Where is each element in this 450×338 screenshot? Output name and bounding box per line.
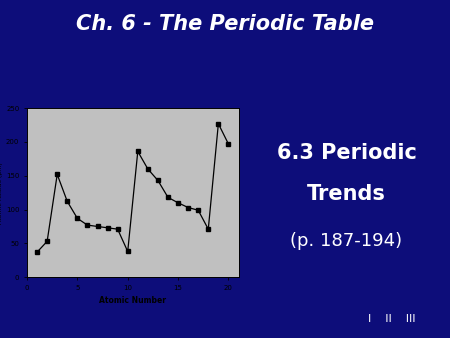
Text: 6.3 Periodic: 6.3 Periodic	[277, 143, 416, 164]
Text: Trends: Trends	[307, 184, 386, 204]
Text: (p. 187-194): (p. 187-194)	[290, 232, 403, 250]
X-axis label: Atomic Number: Atomic Number	[99, 296, 166, 305]
Text: Ch. 6 - The Periodic Table: Ch. 6 - The Periodic Table	[76, 14, 374, 34]
Y-axis label: Atomic Radius (pm): Atomic Radius (pm)	[0, 162, 3, 223]
Text: I    II    III: I II III	[368, 314, 415, 324]
